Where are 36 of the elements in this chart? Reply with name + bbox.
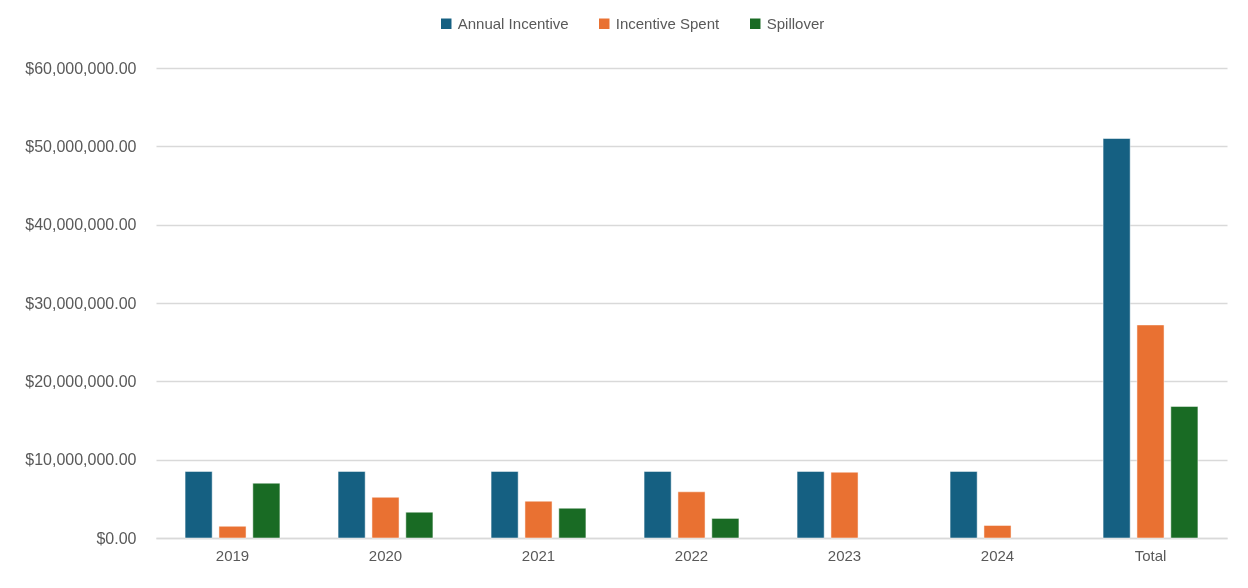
legend-label: Annual Incentive — [457, 14, 569, 32]
bar — [1170, 406, 1199, 539]
bar — [371, 497, 400, 539]
bar — [337, 471, 366, 539]
y-tick-label: $0.00 — [96, 529, 137, 547]
bar — [405, 511, 434, 539]
bar — [983, 525, 1012, 539]
x-tick-label: 2021 — [521, 546, 556, 564]
bar — [711, 518, 740, 539]
x-tick-label: 2023 — [827, 546, 862, 564]
bar — [524, 500, 553, 539]
y-tick-label: $20,000,000.00 — [25, 372, 137, 390]
legend-label: Incentive Spent — [615, 14, 720, 32]
y-tick-label: $60,000,000.00 — [25, 59, 137, 77]
x-tick-label: 2024 — [980, 546, 1015, 564]
x-tick-label: 2020 — [368, 546, 403, 564]
bar — [218, 526, 247, 539]
y-tick-label: $10,000,000.00 — [25, 451, 137, 469]
y-tick-label: $50,000,000.00 — [25, 137, 137, 155]
bar — [490, 471, 519, 539]
y-tick-label: $30,000,000.00 — [25, 294, 137, 312]
legend-label: Spillover — [766, 14, 825, 32]
bar — [184, 471, 213, 539]
bar — [558, 507, 587, 539]
bar — [949, 471, 978, 539]
bar — [1102, 138, 1131, 539]
bar — [643, 471, 672, 539]
x-tick-label: Total — [1134, 546, 1167, 564]
bar — [677, 491, 706, 539]
bar — [252, 482, 281, 539]
bar — [796, 471, 825, 539]
x-tick-label: 2022 — [674, 546, 709, 564]
x-tick-label: 2019 — [215, 546, 250, 564]
bar — [830, 471, 859, 539]
y-tick-label: $40,000,000.00 — [25, 216, 137, 234]
bar — [1136, 324, 1165, 539]
